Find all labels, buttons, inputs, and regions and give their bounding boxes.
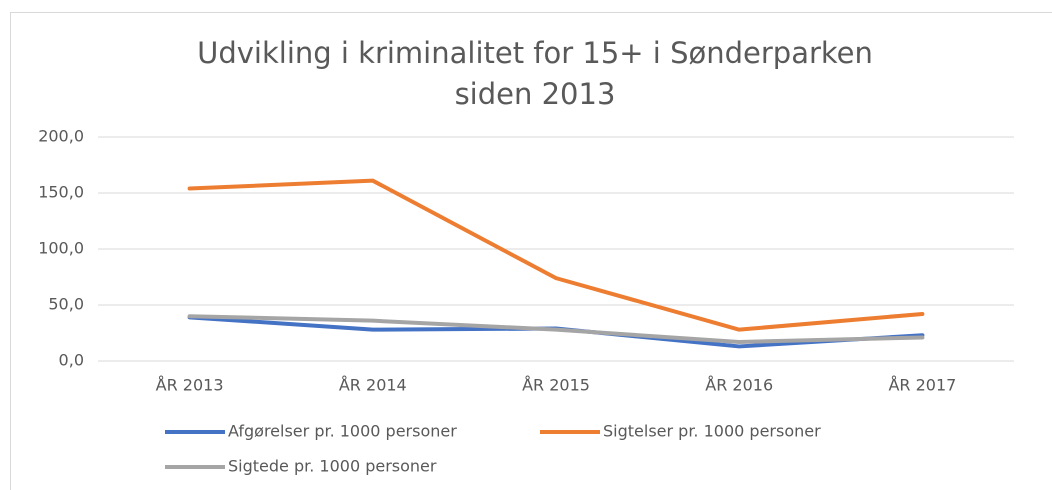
- chart-title: Udvikling i kriminalitet for 15+ i Sønde…: [197, 36, 873, 70]
- y-tick-label: 100,0: [38, 239, 84, 258]
- chart-title: siden 2013: [455, 77, 616, 111]
- x-tick-label: ÅR 2015: [522, 376, 590, 395]
- chart-border: [10, 12, 1052, 490]
- x-tick-label: ÅR 2016: [705, 376, 773, 395]
- series-line: [187, 314, 925, 344]
- series-line: [187, 178, 925, 332]
- x-tick-label: ÅR 2014: [339, 376, 407, 395]
- legend-label: Afgørelser pr. 1000 personer: [228, 422, 457, 441]
- legend-label: Sigtelser pr. 1000 personer: [603, 422, 821, 441]
- y-tick-label: 0,0: [59, 351, 84, 370]
- x-tick-label: ÅR 2013: [156, 376, 224, 395]
- x-tick-label: ÅR 2017: [888, 376, 956, 395]
- y-tick-label: 200,0: [38, 127, 84, 146]
- y-tick-label: 50,0: [48, 295, 84, 314]
- y-tick-label: 150,0: [38, 183, 84, 202]
- legend-label: Sigtede pr. 1000 personer: [228, 457, 437, 476]
